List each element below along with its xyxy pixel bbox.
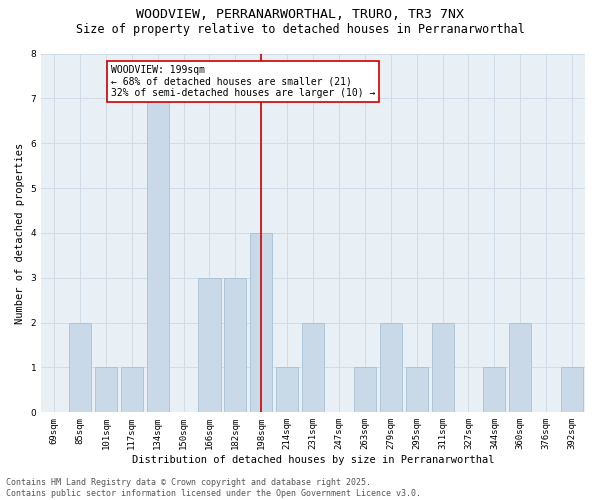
Bar: [561, 368, 583, 412]
X-axis label: Distribution of detached houses by size in Perranarworthal: Distribution of detached houses by size …: [132, 455, 494, 465]
Bar: [224, 278, 247, 412]
Bar: [69, 322, 91, 412]
Bar: [121, 368, 143, 412]
Bar: [406, 368, 428, 412]
Bar: [484, 368, 505, 412]
Bar: [146, 98, 169, 412]
Bar: [380, 322, 402, 412]
Bar: [354, 368, 376, 412]
Bar: [250, 233, 272, 412]
Bar: [95, 368, 117, 412]
Bar: [276, 368, 298, 412]
Bar: [431, 322, 454, 412]
Text: Contains HM Land Registry data © Crown copyright and database right 2025.
Contai: Contains HM Land Registry data © Crown c…: [6, 478, 421, 498]
Text: Size of property relative to detached houses in Perranarworthal: Size of property relative to detached ho…: [76, 22, 524, 36]
Bar: [509, 322, 531, 412]
Text: WOODVIEW, PERRANARWORTHAL, TRURO, TR3 7NX: WOODVIEW, PERRANARWORTHAL, TRURO, TR3 7N…: [136, 8, 464, 20]
Text: WOODVIEW: 199sqm
← 68% of detached houses are smaller (21)
32% of semi-detached : WOODVIEW: 199sqm ← 68% of detached house…: [111, 64, 376, 98]
Y-axis label: Number of detached properties: Number of detached properties: [15, 142, 25, 324]
Bar: [302, 322, 324, 412]
Bar: [199, 278, 221, 412]
